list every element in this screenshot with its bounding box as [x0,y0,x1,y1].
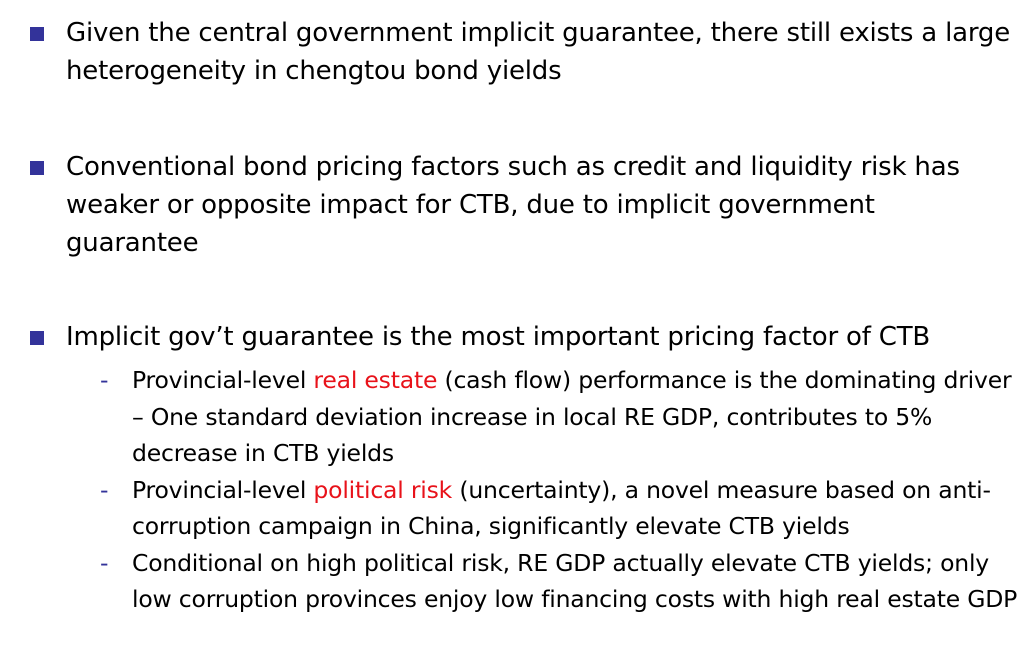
sub-bullet-text: Conditional on high political risk, RE G… [132,548,1018,614]
bullet-text: Implicit gov’t guarantee is the most imp… [66,322,931,352]
sub-bullet-text: Provincial-level [132,475,314,504]
highlight-text: political risk [313,475,453,504]
square-bullet-icon [30,161,44,175]
dash-bullet-icon: - [100,548,109,577]
sub-bullet-text: (uncertainty), a novel measure based on … [132,475,991,541]
bullet-text: Given the central government implicit gu… [66,18,1010,86]
sub-bullet-text: Provincial-level [132,366,314,394]
sub-bullet-list: - Provincial-level real estate (cash flo… [100,362,1020,618]
highlight-text: real estate [313,366,438,394]
square-bullet-icon [30,27,44,41]
bullet-item-3: Implicit gov’t guarantee is the most imp… [30,318,1015,356]
dash-bullet-icon: - [100,366,109,394]
square-bullet-icon [30,331,44,345]
sub-bullet-item: - Provincial-level real estate (cash flo… [100,362,1020,472]
dash-bullet-icon: - [100,475,109,504]
bullet-text: Conventional bond pricing factors such a… [66,152,960,258]
bullet-item-2: Conventional bond pricing factors such a… [30,148,1015,262]
sub-bullet-item: - Provincial-level political risk (uncer… [100,472,1020,545]
bullet-item-1: Given the central government implicit gu… [30,14,1015,90]
sub-bullet-text: (cash flow) performance is the dominatin… [132,366,1012,467]
sub-bullet-item: - Conditional on high political risk, RE… [100,545,1020,618]
